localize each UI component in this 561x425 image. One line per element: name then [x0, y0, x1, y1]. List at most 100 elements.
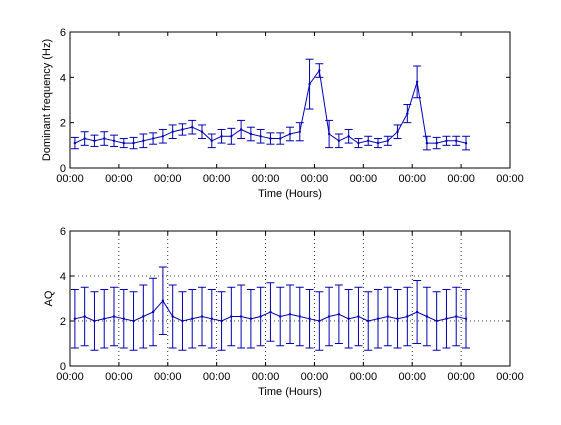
data-point [200, 315, 204, 318]
data-point [435, 319, 438, 323]
data-point [279, 315, 282, 318]
x-tick-label: 00:00 [301, 173, 329, 185]
data-point [445, 317, 448, 320]
data-point [210, 317, 213, 320]
data-point [93, 139, 96, 142]
data-point [415, 310, 419, 314]
data-point [396, 130, 399, 133]
x-tick-label: 00:00 [496, 371, 524, 383]
data-point [191, 126, 194, 129]
data-point [406, 112, 409, 115]
data-point [210, 139, 213, 142]
panel-bottom: 00:00 00:00 00:00 00:00 00:00 00:00 00:00 00:00… [43, 226, 524, 398]
x-tick-label: 00:00 [252, 173, 280, 185]
x-tick-label: 00:00 [496, 173, 524, 185]
data-point [269, 137, 272, 140]
y-tick-label: 4 [60, 72, 66, 84]
data-point [396, 317, 399, 320]
x-tick-label: 00:00 [203, 173, 231, 185]
x-tick-label: 00:00 [447, 173, 475, 185]
data-point [298, 315, 301, 318]
data-point [435, 141, 438, 145]
data-point [73, 317, 77, 320]
data-point [347, 135, 350, 138]
data-point [259, 315, 262, 318]
panel-top: 00:00 00:00 00:00 00:00 00:00 00:00 00:00 00:00… [41, 27, 524, 200]
data-point [249, 132, 253, 136]
data-point [161, 299, 165, 302]
y-tick-label: 6 [60, 27, 66, 39]
data-point [455, 139, 458, 142]
data-point [200, 130, 204, 133]
x-tick-label: 00:00 [447, 371, 475, 383]
y-tick-label: 2 [60, 118, 66, 130]
data-point [122, 317, 125, 320]
data-point [406, 315, 409, 318]
data-point [259, 135, 262, 138]
data-point [181, 128, 184, 131]
x-tick-label: 00:00 [252, 371, 280, 383]
x-tick-label: 00:00 [56, 371, 84, 383]
x-tick-label: 00:00 [56, 173, 84, 185]
x-tick-label: 00:00 [154, 173, 182, 185]
data-point [308, 317, 311, 320]
data-point [308, 82, 311, 86]
y-tick-label: 0 [60, 163, 66, 175]
data-point [142, 315, 145, 318]
data-point [151, 137, 155, 140]
data-point [132, 319, 135, 323]
y-tick-label: 0 [60, 361, 66, 373]
data-point [249, 317, 253, 320]
x-tick-label: 00:00 [398, 371, 426, 383]
data-point [327, 315, 331, 318]
x-axis-label: Time (Hours) [258, 386, 322, 398]
data-point [347, 317, 350, 320]
x-tick-label: 00:00 [203, 371, 231, 383]
data-point [298, 130, 301, 133]
data-point [112, 315, 116, 318]
data-point [455, 315, 458, 318]
data-point [230, 315, 233, 318]
data-point [171, 315, 174, 318]
data-point [415, 80, 419, 84]
data-point [337, 313, 341, 316]
data-point [132, 141, 135, 145]
data-point [288, 132, 292, 136]
data-point [337, 139, 341, 142]
data-point [239, 128, 243, 131]
data-point [93, 319, 96, 323]
data-point [151, 310, 155, 314]
data-point [357, 315, 360, 318]
data-point [376, 317, 380, 320]
data-point [73, 141, 77, 145]
y-tick-label: 6 [60, 226, 66, 238]
data-point [161, 135, 165, 138]
data-point [425, 315, 429, 318]
data-point [220, 135, 223, 138]
data-point [220, 319, 223, 323]
data-point [376, 141, 380, 145]
data-point [386, 139, 389, 142]
data-point [288, 313, 292, 316]
x-tick-label: 00:00 [350, 371, 378, 383]
data-point [230, 135, 233, 138]
x-tick-label: 00:00 [398, 173, 426, 185]
data-point [269, 310, 272, 314]
data-point [239, 315, 243, 318]
y-axis-label: AQ [43, 290, 55, 306]
axes-box [69, 31, 511, 169]
data-point [122, 141, 125, 145]
data-point [181, 319, 184, 323]
data-point [112, 139, 116, 142]
data-point [464, 141, 468, 145]
x-tick-label: 00:00 [105, 371, 133, 383]
axes-box [69, 230, 511, 367]
plot-area [70, 32, 510, 168]
data-point [318, 69, 321, 72]
x-tick-label: 00:00 [105, 173, 133, 185]
data-point [445, 139, 448, 142]
data-point [357, 141, 360, 145]
data-point [279, 137, 282, 140]
